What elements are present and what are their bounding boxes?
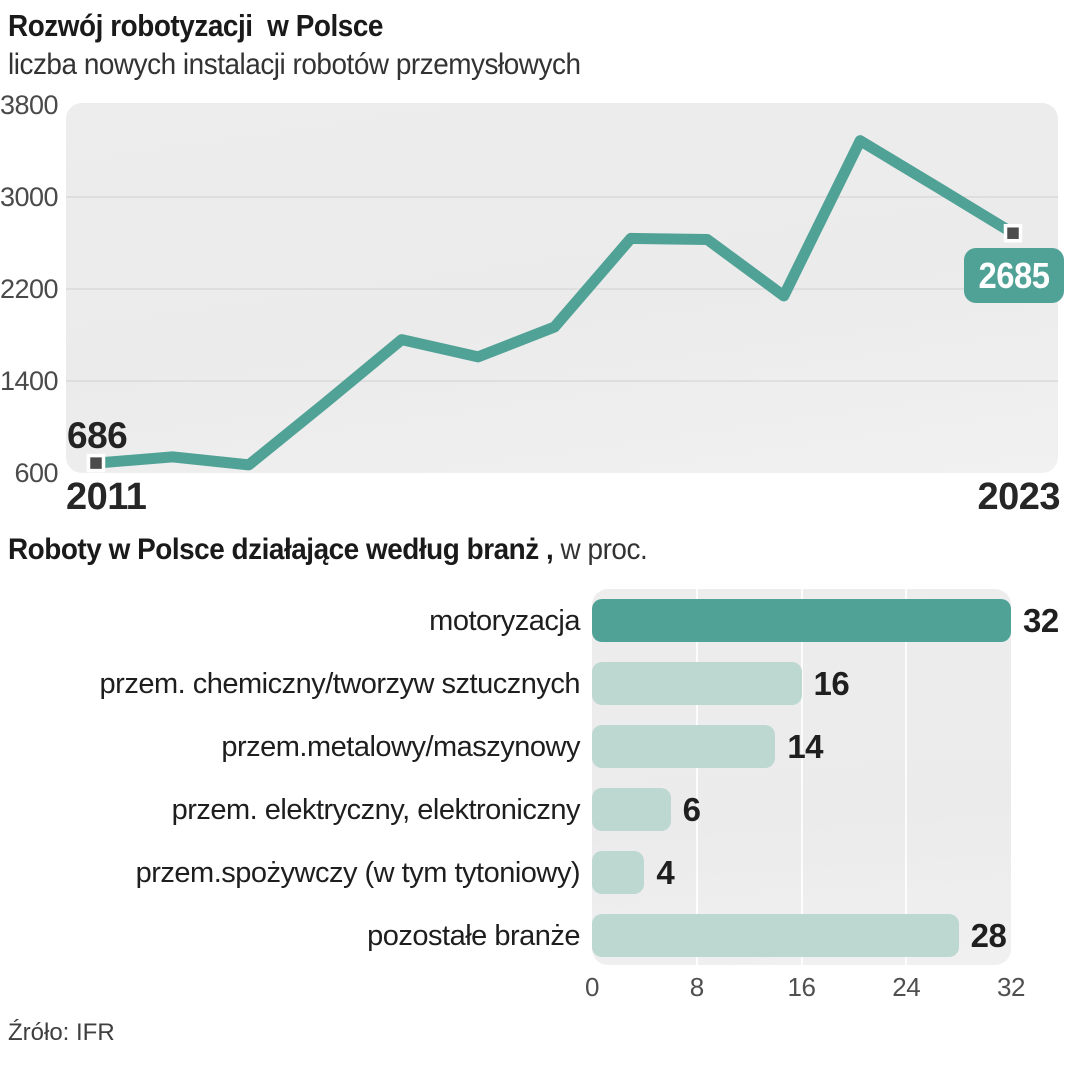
end-value-badge: 2685	[964, 248, 1064, 303]
bar-category-label: przem.metalowy/maszynowy	[221, 730, 580, 763]
y-axis-tick-label: 600	[14, 458, 58, 488]
bar	[592, 914, 959, 957]
y-axis-tick-label: 3800	[0, 90, 59, 120]
y-axis-tick-label: 3000	[0, 182, 59, 212]
bar-category-label: przem.spożywczy (w tym tytoniowy)	[135, 856, 581, 889]
bar	[592, 599, 1011, 642]
bar-gridline	[695, 589, 698, 965]
line-chart-panel	[66, 103, 1058, 473]
start-marker	[86, 453, 106, 473]
bar-chart-title-main: Roboty w Polsce działające według branż …	[8, 533, 554, 566]
bar	[592, 725, 776, 768]
bar	[592, 662, 802, 705]
bar-chart-title: Roboty w Polsce działające według branż …	[8, 531, 648, 569]
start-value-label: 686	[67, 415, 128, 456]
bar-category-label: pozostałe branże	[367, 919, 580, 952]
installations-line	[90, 135, 1019, 471]
bar	[592, 851, 645, 894]
line-chart-subtitle: liczba nowych instalacji robotów przemys…	[8, 48, 581, 81]
bar-x-tick-label: 8	[689, 972, 704, 1002]
bar-chart-title-suffix: w proc.	[553, 533, 648, 566]
end-marker	[1003, 223, 1023, 243]
bar-chart-panel	[592, 589, 1011, 965]
bar	[592, 788, 671, 831]
bar-value-label: 32	[1023, 601, 1059, 639]
bar-category-label: motoryzacja	[429, 604, 580, 637]
source-note: Źróło: IFR	[8, 1019, 115, 1046]
bar-x-tick-label: 16	[787, 972, 816, 1002]
y-axis-tick-label: 1400	[0, 366, 59, 396]
bar-x-tick-label: 0	[585, 972, 599, 1002]
bar-gridline	[800, 589, 803, 965]
bar-x-tick-label: 24	[892, 972, 921, 1002]
bar-gridline	[905, 589, 908, 965]
x-axis-label-first: 2011	[66, 476, 147, 518]
line-chart-svg	[66, 135, 1058, 473]
y-axis-tick-label: 2200	[0, 274, 59, 304]
end-value-label: 2685	[978, 254, 1050, 296]
bar-category-label: przem. elektryczny, elektroniczny	[171, 793, 581, 826]
bar-x-tick-label: 32	[997, 972, 1025, 1002]
bar-category-label: przem. chemiczny/tworzyw sztucznych	[99, 667, 581, 700]
line-chart-title: Rozwój robotyzacji w Polsce	[8, 8, 383, 43]
x-axis-label-last: 2023	[977, 476, 1060, 518]
